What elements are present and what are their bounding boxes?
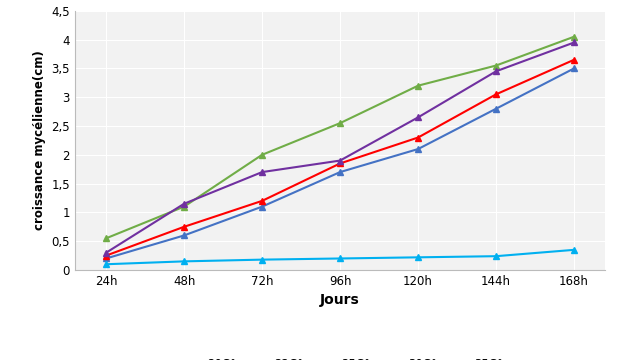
20C° bbox=[414, 147, 422, 151]
22C° bbox=[180, 225, 188, 229]
22C° bbox=[258, 199, 266, 203]
22C° bbox=[336, 161, 344, 166]
Line: 20C°: 20C° bbox=[102, 65, 578, 262]
Line: 25C°: 25C° bbox=[102, 33, 578, 242]
35C° bbox=[492, 254, 500, 258]
30C° bbox=[102, 251, 110, 255]
22C° bbox=[492, 92, 500, 96]
30C° bbox=[492, 69, 500, 73]
20C° bbox=[258, 204, 266, 209]
22C° bbox=[414, 135, 422, 140]
22C° bbox=[570, 58, 578, 62]
35C° bbox=[336, 256, 344, 261]
25C° bbox=[102, 236, 110, 240]
Line: 35C°: 35C° bbox=[102, 246, 578, 268]
35C° bbox=[258, 257, 266, 262]
25C° bbox=[336, 121, 344, 125]
35C° bbox=[570, 248, 578, 252]
20C° bbox=[180, 233, 188, 238]
30C° bbox=[570, 40, 578, 45]
35C° bbox=[180, 259, 188, 264]
25C° bbox=[414, 84, 422, 88]
25C° bbox=[258, 153, 266, 157]
30C° bbox=[336, 158, 344, 163]
Line: 22C°: 22C° bbox=[102, 56, 578, 259]
22C° bbox=[102, 253, 110, 258]
Legend: 20C°, 22C°, 25C°, 30C°, 35C°: 20C°, 22C°, 25C°, 30C°, 35C° bbox=[172, 354, 508, 360]
20C° bbox=[102, 256, 110, 261]
Line: 30C°: 30C° bbox=[102, 39, 578, 256]
30C° bbox=[258, 170, 266, 174]
35C° bbox=[414, 255, 422, 260]
30C° bbox=[180, 202, 188, 206]
Y-axis label: croissance mycélienne(cm): croissance mycélienne(cm) bbox=[33, 50, 46, 230]
25C° bbox=[570, 35, 578, 39]
25C° bbox=[180, 204, 188, 209]
20C° bbox=[492, 107, 500, 111]
X-axis label: Jours: Jours bbox=[320, 293, 360, 307]
35C° bbox=[102, 262, 110, 266]
20C° bbox=[570, 66, 578, 71]
25C° bbox=[492, 63, 500, 68]
20C° bbox=[336, 170, 344, 174]
30C° bbox=[414, 115, 422, 120]
